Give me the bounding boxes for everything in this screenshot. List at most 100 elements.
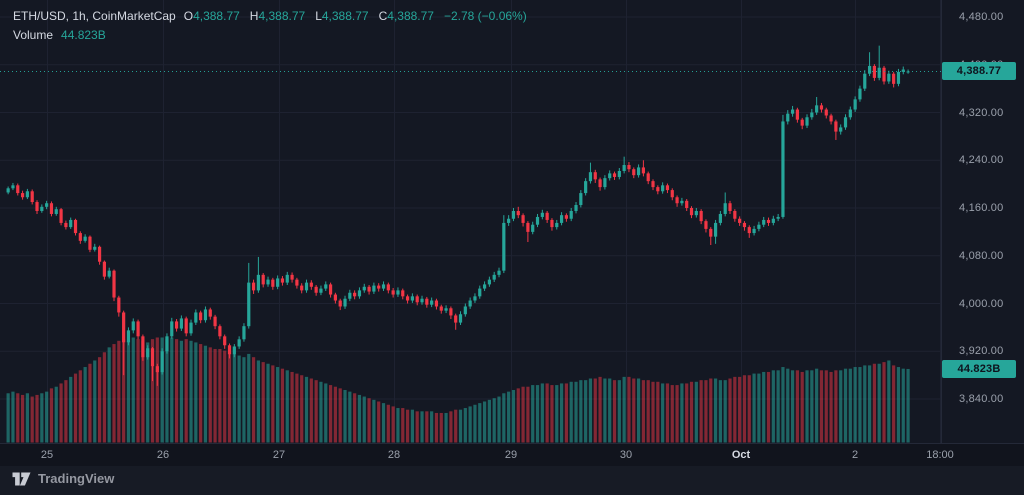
volume-bar [199, 344, 203, 443]
volume-bar [203, 345, 208, 443]
volume-bar [776, 370, 780, 443]
volume-bar [256, 360, 260, 443]
candle-body [266, 279, 270, 285]
candle-body [612, 173, 617, 177]
volume-bar [540, 383, 544, 443]
volume-bar [790, 370, 795, 443]
candle-body [839, 127, 843, 132]
volume-bar [6, 393, 10, 443]
volume-bar [170, 337, 174, 443]
volume-bar [593, 378, 597, 443]
volume-value: 44.823B [61, 27, 106, 42]
candle-body [887, 73, 891, 82]
volume-bar [136, 339, 140, 443]
tradingview-attribution[interactable]: TradingView [12, 471, 114, 486]
symbol-title[interactable]: ETH/USD, 1h, CoinMarketCap [13, 8, 176, 23]
volume-bar [612, 380, 617, 443]
volume-bar [377, 401, 381, 443]
candle-body [685, 200, 689, 208]
candle-body [112, 270, 116, 298]
candle-body [405, 296, 410, 301]
candle-body [319, 288, 323, 293]
volume-bar [227, 352, 232, 443]
volume-bar [738, 376, 742, 443]
candle-body [218, 326, 222, 337]
volume-bar [848, 368, 852, 443]
candle-body [391, 290, 395, 295]
volume-bar [64, 380, 68, 443]
candle-body [304, 282, 309, 291]
candle-body [863, 73, 867, 89]
volume-bar [723, 380, 727, 443]
candle-body [179, 318, 183, 329]
candle-body [348, 292, 352, 299]
candle-body [559, 215, 564, 223]
volume-bar [781, 367, 785, 443]
volume-bar [49, 388, 54, 443]
volume-bar [887, 360, 891, 443]
volume-bar [208, 347, 212, 443]
candle-body [608, 173, 612, 179]
volume-bar [559, 383, 564, 443]
last-price-badge: 4,388.77 [942, 62, 1016, 81]
candle-body [280, 278, 285, 283]
volume-badge: 44.823B [942, 359, 1016, 378]
candle-body [617, 170, 621, 177]
candle-body [482, 284, 487, 289]
candle-body [83, 236, 87, 241]
time-axis[interactable]: 25 26 27 28 29 30 Oct 2 18:00 [0, 443, 1024, 466]
candle-body [184, 318, 188, 334]
volume-bar [824, 370, 828, 443]
ohlc-item: C4,388.77 [378, 8, 434, 23]
volume-bar [295, 373, 299, 443]
candle-body [574, 205, 578, 211]
candle-body [295, 279, 299, 286]
volume-bar [545, 383, 549, 443]
volume-bar [223, 350, 227, 443]
volume-bar [694, 381, 698, 443]
candle-body [598, 179, 602, 188]
volume-bar [463, 408, 467, 443]
candle-body [73, 219, 78, 234]
candle-wick [878, 45, 880, 81]
candle-body [858, 88, 862, 100]
volume-bar [718, 380, 722, 443]
volume-bar [507, 391, 511, 443]
volume-bar [165, 339, 169, 443]
ohlc-values: O4,388.77 H4,388.77 L4,388.77 C4,388.77 [184, 9, 436, 23]
volume-bar [497, 396, 501, 443]
volume-bar [858, 367, 862, 443]
candle-body [463, 306, 467, 315]
volume-bar [271, 365, 275, 443]
candle-body [11, 185, 15, 189]
candle-body [309, 282, 313, 287]
candle-body [511, 210, 516, 219]
volume-bar [434, 412, 439, 443]
candle-body [665, 185, 670, 191]
candle-body [141, 336, 145, 358]
volume-bar [25, 393, 29, 443]
volume-bar [415, 411, 419, 443]
tradingview-attribution-text: TradingView [38, 471, 115, 486]
volume-bar [357, 394, 362, 443]
candle-body [747, 227, 751, 234]
candle-body [16, 185, 20, 194]
candle-body [194, 312, 198, 323]
candle-body [343, 298, 347, 307]
candlestick-chart[interactable] [0, 0, 1024, 443]
candle-body [473, 296, 477, 301]
candle-body [742, 222, 747, 228]
candle-body [434, 300, 439, 307]
volume-bar [766, 371, 771, 443]
volume-bar [661, 383, 665, 443]
volume-bar [11, 391, 15, 443]
chart-pane[interactable] [0, 0, 1024, 443]
volume-bar [396, 408, 400, 443]
candle-body [232, 346, 236, 355]
volume-bar [482, 401, 487, 443]
volume-bar [117, 340, 121, 443]
volume-bar [829, 371, 833, 443]
volume-bar [675, 385, 679, 443]
volume-bar [752, 373, 756, 443]
candle-body [367, 286, 371, 292]
